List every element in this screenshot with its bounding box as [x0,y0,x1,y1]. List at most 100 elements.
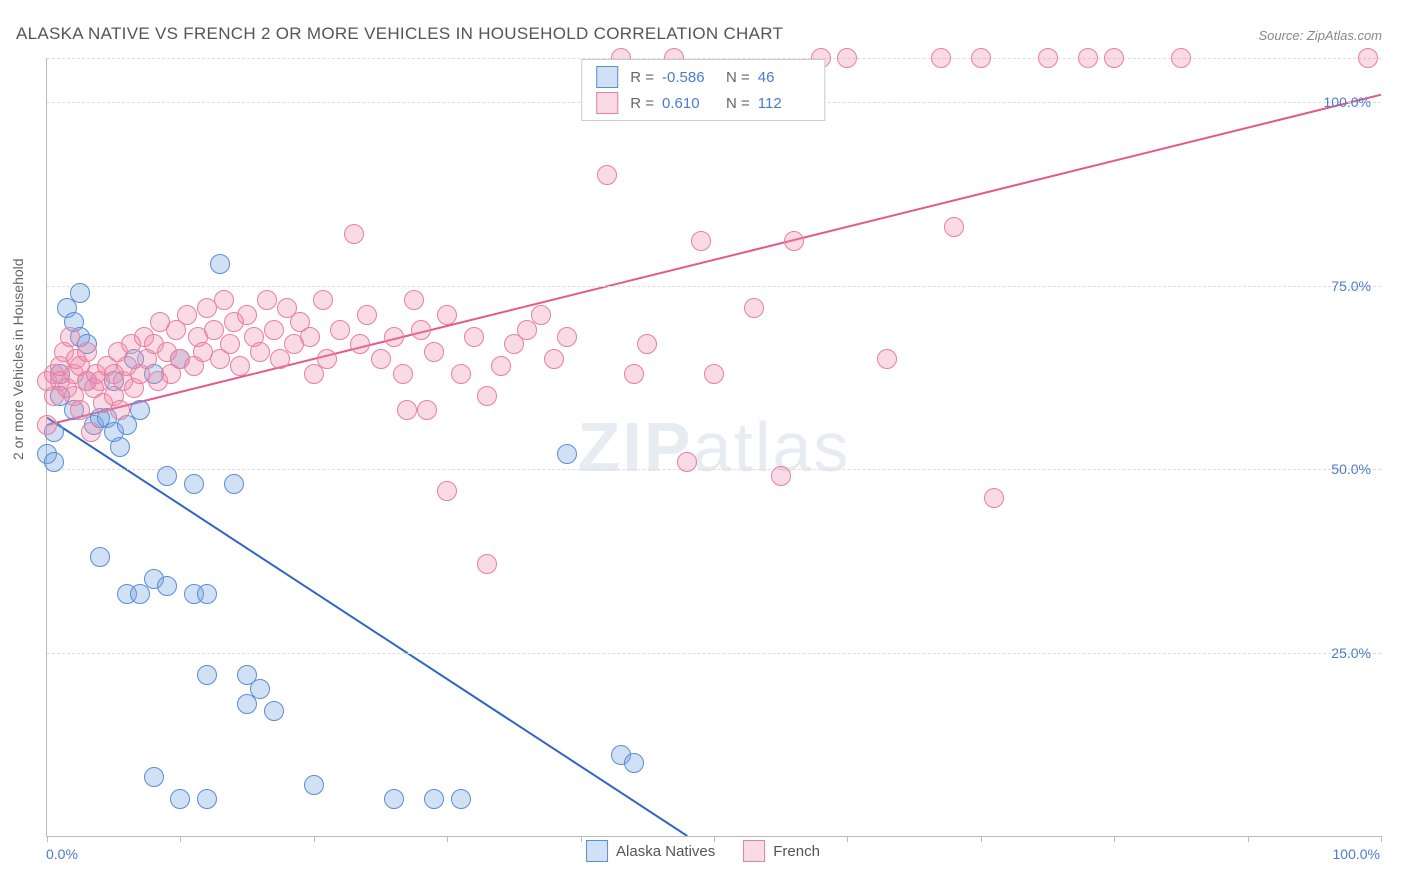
data-point-alaska [44,452,64,472]
x-axis-max-label: 100.0% [1333,846,1380,862]
data-point-french [597,165,617,185]
x-tick [581,836,582,842]
data-point-alaska [197,789,217,809]
data-point-alaska [157,466,177,486]
data-point-french [1038,48,1058,68]
data-point-french [264,320,284,340]
x-tick [981,836,982,842]
data-point-french [437,481,457,501]
data-point-french [677,452,697,472]
data-point-french [404,290,424,310]
trend-line-alaska [47,418,687,836]
data-point-alaska [224,474,244,494]
data-point-french [437,305,457,325]
data-point-french [971,48,991,68]
y-axis-label: 2 or more Vehicles in Household [10,258,26,460]
y-tick-label: 25.0% [1331,645,1371,661]
gridline [47,469,1381,470]
x-tick [47,836,48,842]
stat-n-value-alaska: 46 [758,69,810,86]
data-point-french [77,342,97,362]
data-point-alaska [384,789,404,809]
watermark-bold: ZIP [578,408,693,486]
data-point-french [984,488,1004,508]
stat-n-label: N = [726,69,750,86]
legend-swatch-french [743,840,765,862]
stat-r-label: R = [630,95,654,112]
data-point-french [257,290,277,310]
data-point-alaska [110,437,130,457]
data-point-french [531,305,551,325]
data-point-french [411,320,431,340]
watermark: ZIPatlas [578,407,851,487]
data-point-french [544,349,564,369]
data-point-french [477,386,497,406]
source-attribution: Source: ZipAtlas.com [1258,28,1382,43]
data-point-french [744,298,764,318]
data-point-french [397,400,417,420]
data-point-french [204,320,224,340]
x-tick [1248,836,1249,842]
data-point-alaska [157,576,177,596]
data-point-french [624,364,644,384]
stat-r-label: R = [630,69,654,86]
legend-swatch-alaska [586,840,608,862]
bottom-legend: Alaska Natives French [586,840,820,862]
data-point-alaska [210,254,230,274]
data-point-alaska [184,474,204,494]
trend-lines [47,58,1381,836]
x-tick [447,836,448,842]
bottom-legend-item-alaska: Alaska Natives [586,840,715,862]
x-tick [180,836,181,842]
stats-row-french: R =0.610N =112 [582,90,824,116]
data-point-alaska [424,789,444,809]
data-point-alaska [170,789,190,809]
x-tick [314,836,315,842]
data-point-french [637,334,657,354]
data-point-french [1104,48,1124,68]
data-point-french [350,334,370,354]
y-tick-label: 100.0% [1324,94,1371,110]
data-point-french [357,305,377,325]
data-point-french [557,327,577,347]
y-tick-label: 75.0% [1331,278,1371,294]
stats-legend-box: R =-0.586N =46R =0.610N =112 [581,59,825,121]
data-point-french [417,400,437,420]
data-point-french [317,349,337,369]
data-point-french [344,224,364,244]
stat-n-value-french: 112 [758,95,810,112]
data-point-french [330,320,350,340]
chart-title: ALASKA NATIVE VS FRENCH 2 OR MORE VEHICL… [16,24,783,44]
data-point-alaska [264,701,284,721]
data-point-alaska [197,665,217,685]
data-point-french [60,327,80,347]
data-point-french [81,422,101,442]
data-point-alaska [197,584,217,604]
plot-area: ZIPatlas 25.0%50.0%75.0%100.0% [46,58,1381,837]
data-point-french [424,342,444,362]
data-point-french [464,327,484,347]
x-tick [1381,836,1382,842]
data-point-french [784,231,804,251]
x-tick [847,836,848,842]
data-point-french [837,48,857,68]
data-point-french [704,364,724,384]
data-point-alaska [451,789,471,809]
x-axis-origin-label: 0.0% [46,846,78,862]
chart-container: ALASKA NATIVE VS FRENCH 2 OR MORE VEHICL… [0,0,1406,892]
data-point-french [371,349,391,369]
data-point-french [477,554,497,574]
data-point-alaska [130,400,150,420]
data-point-alaska [70,283,90,303]
bottom-legend-item-french: French [743,840,820,862]
data-point-french [384,327,404,347]
legend-label-alaska: Alaska Natives [616,843,715,860]
data-point-alaska [250,679,270,699]
data-point-alaska [557,444,577,464]
data-point-french [237,305,257,325]
data-point-french [451,364,471,384]
data-point-french [931,48,951,68]
gridline [47,286,1381,287]
data-point-french [491,356,511,376]
data-point-french [214,290,234,310]
